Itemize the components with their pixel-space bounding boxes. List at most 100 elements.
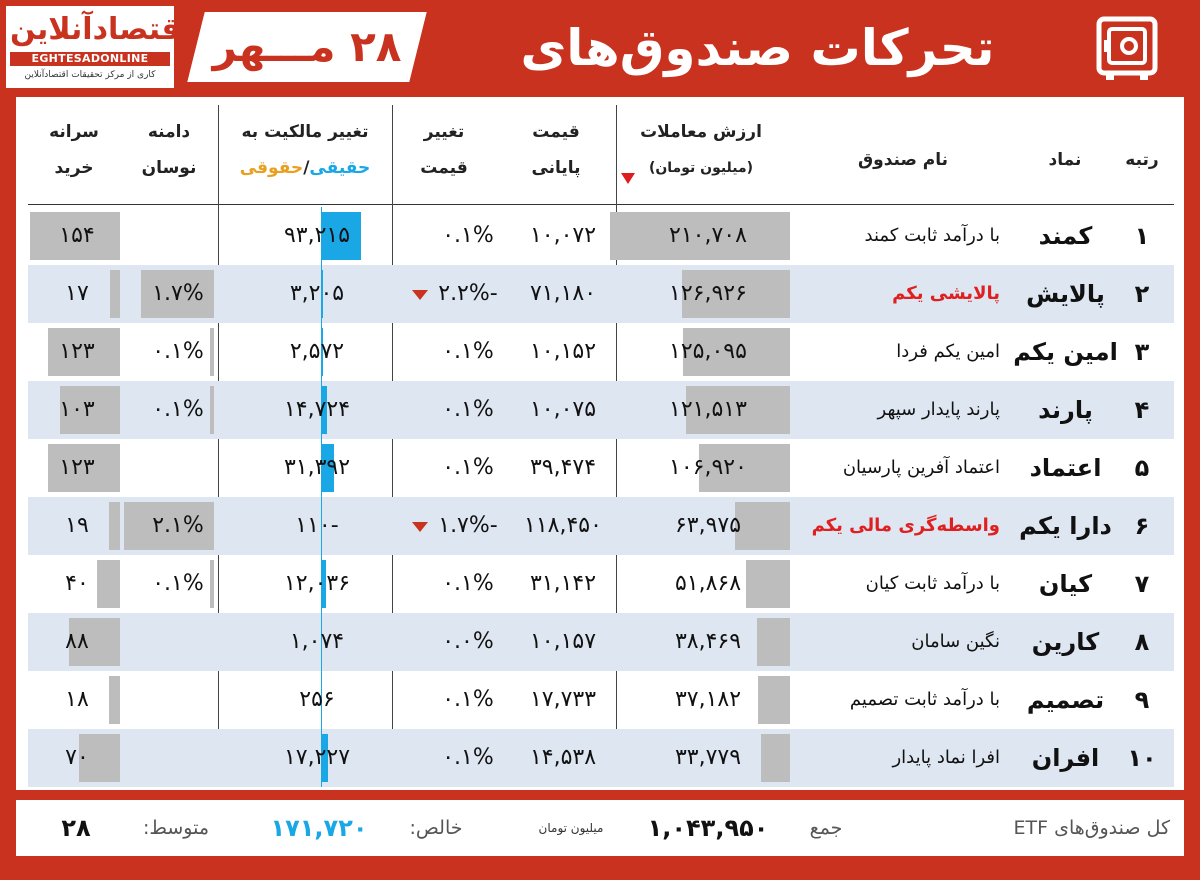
fund-name: واسطه‌گری مالی یکم — [811, 515, 1000, 536]
trade-value-bar — [683, 328, 790, 376]
table-row: ۱۰ افران افرا نماد پایدار ۳۳,۷۷۹ ۱۴,۵۳۸ ۰.۱% ۱… — [28, 729, 1174, 787]
percap-value: ۱۲۳ — [59, 339, 95, 364]
price-value: ۱۰,۱۵۲ — [529, 339, 597, 364]
table-row: ۹ تصمیم با درآمد ثابت تصمیم ۳۷,۱۸۲ ۱۷,۷۳۳ ۰.۱… — [28, 671, 1174, 729]
trade-value-bar — [758, 676, 790, 724]
avg-label: متوسط: — [142, 817, 210, 839]
ownership-real-label: حقیقی — [309, 158, 371, 178]
trade-value: ۱۲۶,۹۲۶ — [669, 281, 747, 306]
rank-value: ۳ — [1134, 338, 1150, 366]
trade-value-bar — [761, 734, 790, 782]
trade-value: ۵۱,۸۶۸ — [674, 571, 742, 596]
funds-table: رتبه نماد نام صندوق ارزش معاملات (میلیون… — [16, 97, 1184, 790]
percap-bar — [48, 328, 120, 376]
ownership-value: ۲۵۶ — [299, 687, 335, 712]
totals-footer: کل صندوق‌های ETF جمع ۱,۰۴۳,۹۵۰ میلیون تو… — [16, 800, 1184, 856]
percap-value: ۷۰ — [65, 745, 89, 770]
range-header-1: دامنه — [147, 122, 191, 142]
symbol-value: تصمیم — [1026, 686, 1105, 714]
symbol-value: امین یکم — [1013, 338, 1118, 366]
fund-name: نگین سامان — [911, 631, 1000, 652]
range-header-2: نوسان — [141, 158, 197, 178]
price-value: ۱۰,۰۷۵ — [529, 397, 597, 422]
col-range-header: دامنه نوسان — [120, 97, 218, 203]
percap-bar — [109, 502, 120, 550]
trade-value: ۱۰۶,۹۲۰ — [669, 455, 747, 480]
table-row: ۲ پالایش پالایشی یکم ۱۲۶,۹۲۶ ۷۱,۱۸۰ -۲.۲% ۳,۲۰… — [28, 265, 1174, 323]
percap-value: ۸۸ — [65, 629, 89, 654]
ownership-bar — [321, 386, 327, 434]
fund-name: پالایشی یکم — [892, 283, 1000, 304]
fund-name: با درآمد ثابت کیان — [865, 573, 1000, 594]
ownership-bar — [321, 270, 323, 318]
range-bar — [141, 270, 214, 318]
percap-header-1: سرانه — [49, 122, 99, 142]
percap-bar — [97, 560, 120, 608]
col-change-header: تغییر قیمت — [392, 97, 496, 203]
percap-bar — [110, 270, 120, 318]
down-arrow-icon — [412, 522, 428, 532]
symbol-value: کارین — [1031, 628, 1100, 656]
range-value: ۲.۱% — [152, 513, 204, 538]
rank-value: ۴ — [1134, 396, 1150, 424]
range-bar — [210, 560, 214, 608]
percap-bar — [30, 212, 120, 260]
trade-value: ۳۸,۴۶۹ — [674, 629, 742, 654]
ownership-value: ۱,۰۷۴ — [289, 629, 345, 654]
trade-value: ۳۷,۱۸۲ — [674, 687, 742, 712]
symbol-value: اعتماد — [1029, 454, 1102, 482]
trade-value: ۲۱۰,۷۰۸ — [669, 223, 747, 248]
table-row: ۱ کمند با درآمد ثابت کمند ۲۱۰,۷۰۸ ۱۰,۰۷۲ ۰.۱%… — [28, 207, 1174, 265]
price-value: ۳۹,۴۷۴ — [529, 455, 597, 480]
change-header-2: قیمت — [420, 158, 468, 178]
rank-value: ۸ — [1134, 628, 1150, 656]
change-value: ۰.۱% — [442, 571, 494, 596]
symbol-value: پالایش — [1026, 280, 1105, 308]
percap-value: ۱۸ — [65, 687, 89, 712]
ownership-value: ۱۴,۷۲۴ — [283, 397, 351, 422]
price-value: ۱۰,۱۵۷ — [529, 629, 597, 654]
ownership-bar — [321, 560, 326, 608]
trade-value-bar — [757, 618, 790, 666]
total-unit: میلیون تومان — [538, 821, 604, 835]
header-divider — [28, 204, 1174, 205]
ownership-value: ۳,۲۰۵ — [289, 281, 345, 306]
rank-value: ۶ — [1134, 512, 1150, 540]
range-bar — [210, 328, 214, 376]
page-title: تحرکات صندوق‌های معامله‌پذیر — [520, 19, 995, 161]
rank-value: ۹ — [1134, 686, 1150, 714]
ownership-slash: / — [303, 158, 310, 178]
ownership-value: -۱۱۰ — [295, 513, 339, 538]
fund-name: با درآمد ثابت تصمیم — [849, 689, 1000, 710]
symbol-value: افران — [1031, 744, 1100, 772]
change-value: ۰.۱% — [442, 223, 494, 248]
range-value: ۰.۱% — [152, 339, 204, 364]
change-value: -۲.۲% — [438, 281, 498, 306]
table-row: ۷ کیان با درآمد ثابت کیان ۵۱,۸۶۸ ۳۱,۱۴۲ ۰.۱% ۱… — [28, 555, 1174, 613]
col-rank-header: رتبه — [1125, 150, 1159, 170]
rank-value: ۵ — [1134, 454, 1150, 482]
price-header-2: پایانی — [531, 158, 581, 178]
footer-label: کل صندوق‌های ETF — [1013, 817, 1171, 839]
change-value: ۰.۱% — [442, 687, 494, 712]
trade-value: ۳۳,۷۷۹ — [674, 745, 742, 770]
rank-value: ۱۰ — [1127, 744, 1157, 772]
ownership-axis — [321, 613, 322, 671]
range-value — [138, 207, 218, 265]
total-label: جمع — [809, 817, 843, 839]
range-value: ۱.۷% — [152, 281, 204, 306]
table-row: ۶ دارا یکم واسطه‌گری مالی یکم ۶۳,۹۷۵ ۱۱۸,۴۵۰… — [28, 497, 1174, 555]
col-ownership-header: تغییر مالکیت به حقیقی/حقوقی — [218, 97, 392, 203]
change-value: ۰.۱% — [442, 455, 494, 480]
price-value: ۱۴,۵۳۸ — [529, 745, 597, 770]
change-value: ۰.۱% — [442, 745, 494, 770]
ownership-bar — [321, 328, 323, 376]
price-value: ۳۱,۱۴۲ — [529, 571, 597, 596]
ownership-legal-label: حقوقی — [239, 158, 304, 178]
ownership-value: ۲,۵۷۲ — [289, 339, 345, 364]
range-value — [138, 729, 218, 787]
change-value: ۰.۱% — [442, 397, 494, 422]
safe-icon — [1096, 16, 1158, 80]
price-value: ۱۷,۷۳۳ — [529, 687, 597, 712]
